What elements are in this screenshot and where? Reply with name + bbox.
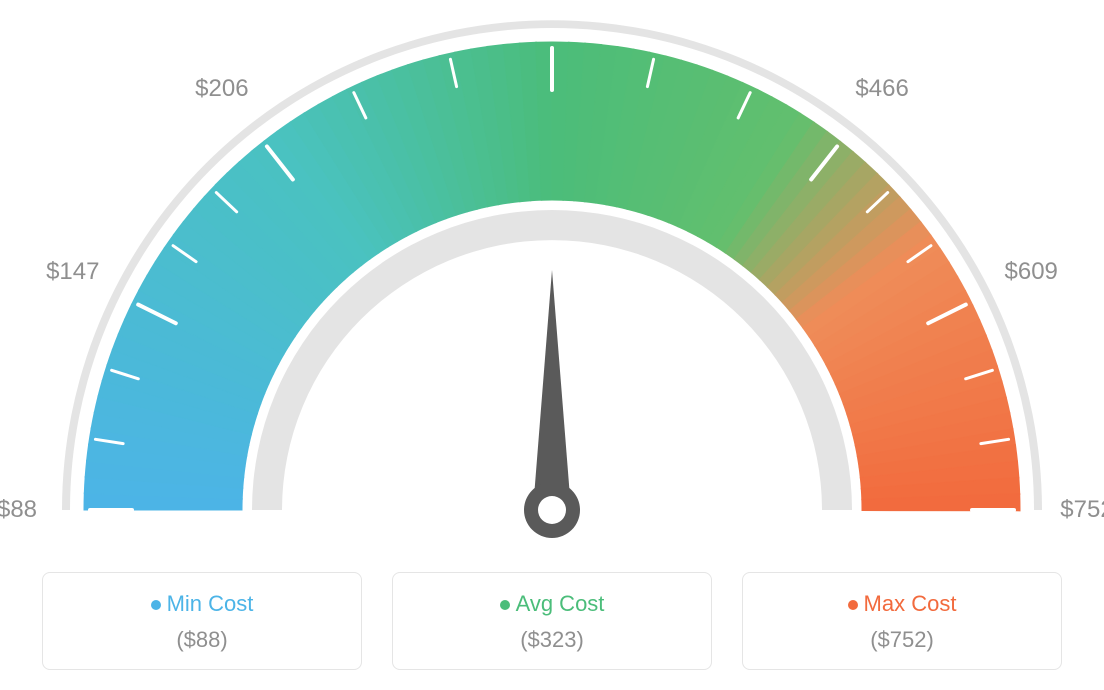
legend-value: ($323) [403, 627, 701, 653]
legend-label: Avg Cost [403, 591, 701, 617]
gauge-tick-label: $206 [195, 75, 248, 103]
legend-card: Max Cost ($752) [742, 572, 1062, 670]
gauge-tick-label: $609 [1005, 258, 1058, 286]
gauge-tick-label: $147 [46, 258, 99, 286]
gauge-tick-label: $752 [1060, 496, 1104, 524]
legend-value: ($752) [753, 627, 1051, 653]
legend-dot-icon [500, 600, 510, 610]
legend-label-text: Min Cost [167, 591, 254, 616]
legend-value: ($88) [53, 627, 351, 653]
legend-card: Min Cost ($88) [42, 572, 362, 670]
legend-row: Min Cost ($88) Avg Cost ($323) Max Cost ($752… [0, 572, 1104, 670]
gauge-tick-label: $466 [855, 75, 908, 103]
legend-label: Max Cost [753, 591, 1051, 617]
cost-gauge: $88$147$206$323$466$609$752 [0, 0, 1104, 560]
legend-label-text: Max Cost [864, 591, 957, 616]
gauge-svg [0, 0, 1104, 560]
legend-label: Min Cost [53, 591, 351, 617]
legend-label-text: Avg Cost [516, 591, 605, 616]
legend-dot-icon [848, 600, 858, 610]
gauge-tick-label: $88 [0, 496, 37, 524]
legend-dot-icon [151, 600, 161, 610]
legend-card: Avg Cost ($323) [392, 572, 712, 670]
